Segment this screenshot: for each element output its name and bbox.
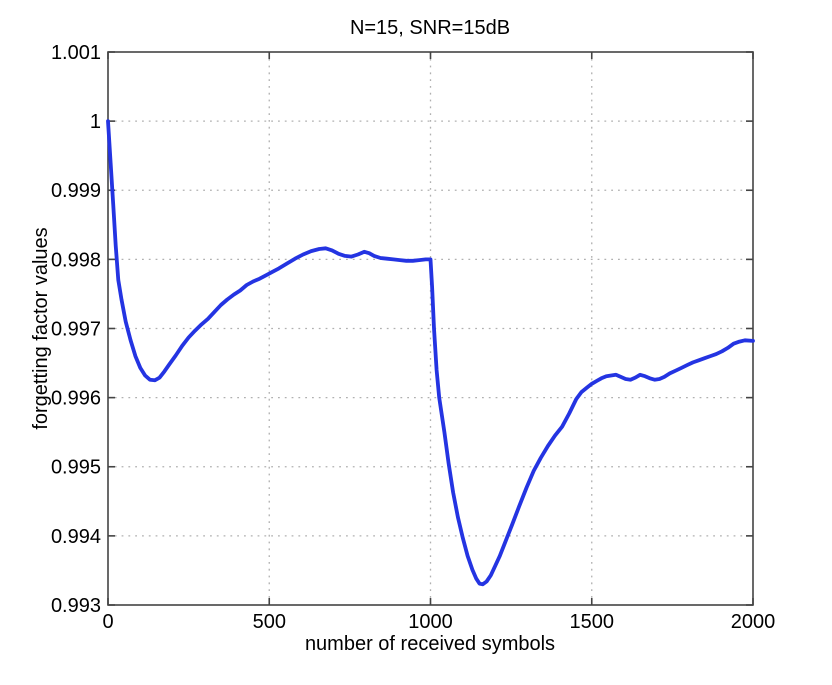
series-line-forgetting-factor-trajectory bbox=[106, 119, 755, 587]
y-tick-label: 0.998 bbox=[51, 249, 101, 271]
data-series-layer bbox=[106, 119, 755, 587]
axis-tick-marks bbox=[107, 51, 754, 606]
y-tick-label: 0.997 bbox=[51, 319, 101, 341]
y-tick-label: 0.993 bbox=[51, 595, 101, 617]
x-axis-label: number of received symbols bbox=[305, 633, 555, 655]
x-tick-label: 1000 bbox=[408, 611, 453, 633]
y-tick-label: 0.999 bbox=[51, 180, 101, 202]
y-axis-label: forgetting factor values bbox=[30, 227, 52, 429]
y-tick-label: 0.996 bbox=[51, 388, 101, 410]
grid-lines bbox=[108, 52, 753, 605]
y-tick-label: 1.001 bbox=[51, 42, 101, 64]
y-tick-label: 1 bbox=[90, 111, 101, 133]
x-tick-label: 2000 bbox=[731, 611, 776, 633]
y-tick-labels: 0.993 0.994 0.995 0.996 0.997 0.998 0.999 1 1.00… bbox=[51, 42, 101, 617]
y-tick-label: 0.995 bbox=[51, 457, 101, 479]
x-tick-labels: 0 500 1000 1500 2000 bbox=[102, 611, 775, 633]
x-tick-label: 1500 bbox=[570, 611, 615, 633]
x-tick-label: 500 bbox=[253, 611, 286, 633]
chart-title: N=15, SNR=15dB bbox=[350, 17, 510, 39]
y-tick-label: 0.994 bbox=[51, 526, 101, 548]
x-tick-label: 0 bbox=[102, 611, 113, 633]
